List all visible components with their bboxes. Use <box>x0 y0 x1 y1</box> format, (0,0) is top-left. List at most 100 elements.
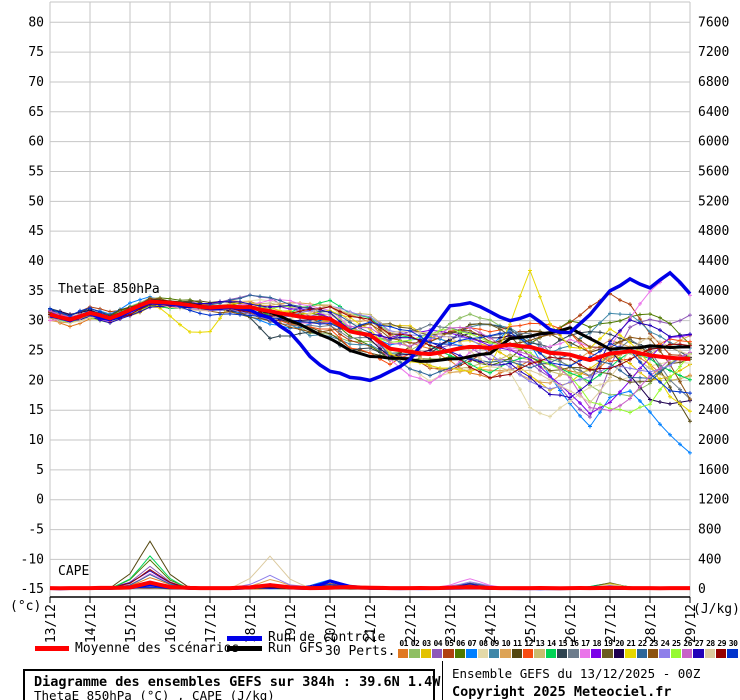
control-line-swatch <box>227 636 262 641</box>
pert-square-27 <box>693 649 704 658</box>
gfs-line-swatch <box>227 646 262 651</box>
chart-subtitle: ThetaE 850hPa (°C) , CAPE (J/kg) <box>34 688 275 700</box>
pert-square-02 <box>409 649 420 658</box>
y-left-tick-label: 75 <box>28 45 44 60</box>
x-tick-label: 13/12 <box>44 604 59 643</box>
gfs-legend-label: Run GFS <box>268 641 323 656</box>
pert-square-10 <box>500 649 511 658</box>
pert-number-20: 20 <box>615 639 624 648</box>
x-tick-label: 21/12 <box>364 604 379 643</box>
pert-square-08 <box>477 649 488 658</box>
pert-square-13 <box>534 649 545 658</box>
chart-title: Diagramme des ensembles GEFS sur 384h : … <box>34 674 441 690</box>
x-tick-label: 16/12 <box>164 604 179 643</box>
y-right-tick-label: 2000 <box>698 433 729 448</box>
x-tick-label: 29/12 <box>684 604 699 643</box>
x-tick-label: 15/12 <box>124 604 139 643</box>
y-right-tick-label: 7200 <box>698 45 729 60</box>
y-left-tick-label: 25 <box>28 344 44 359</box>
pert-number-06: 06 <box>456 639 465 648</box>
pert-square-25 <box>670 649 681 658</box>
run-info: Ensemble GEFS du 13/12/2025 - 00Z <box>452 666 701 681</box>
pert-number-17: 17 <box>581 639 590 648</box>
pert-number-26: 26 <box>683 639 692 648</box>
pert-number-28: 28 <box>706 639 715 648</box>
y-right-tick-label: 4800 <box>698 224 729 239</box>
y-left-tick-label: 20 <box>28 373 44 388</box>
y-left-tick-label: -10 <box>21 552 44 567</box>
pert-number-11: 11 <box>512 639 522 648</box>
pert-square-28 <box>704 649 716 658</box>
x-tick-label: 24/12 <box>484 604 499 643</box>
pert-square-14 <box>545 649 557 658</box>
x-tick-label: 25/12 <box>524 604 539 643</box>
pert-number-02: 02 <box>410 639 420 648</box>
pert-square-17 <box>579 649 591 658</box>
pert-square-24 <box>659 649 670 658</box>
pert-number-13: 13 <box>535 639 545 648</box>
y-left-tick-label: 65 <box>28 105 44 120</box>
pert-square-20 <box>613 649 625 658</box>
x-tick-label: 19/12 <box>284 604 299 643</box>
y-right-tick-label: 2800 <box>698 373 729 388</box>
mean-cape-line <box>49 580 690 591</box>
pert-number-19: 19 <box>603 639 613 648</box>
pert-square-03 <box>420 649 432 658</box>
y-left-tick-label: 55 <box>28 164 44 179</box>
pert-square-05 <box>443 649 454 658</box>
x-tick-label: 18/12 <box>244 604 259 643</box>
pert-square-07 <box>466 649 477 658</box>
pert-square-12 <box>522 649 534 658</box>
pert-square-16 <box>568 649 579 658</box>
perturbation-legend: 01 02 03 04 05 06 07 08 09 10 11 12 13 14 15 16 17 18 19 20… <box>398 639 739 658</box>
pert-number-01: 01 <box>399 639 408 648</box>
perturbation-color-squares <box>398 649 739 658</box>
pert-square-15 <box>557 649 568 658</box>
y-left-unit: (°c) <box>10 599 41 614</box>
pert-square-11 <box>511 649 522 658</box>
pert-number-29: 29 <box>717 639 727 648</box>
pert-square-18 <box>591 649 602 658</box>
pert-square-30 <box>727 649 738 658</box>
pert-number-27: 27 <box>694 639 704 648</box>
y-right-tick-label: 5600 <box>698 164 729 179</box>
pert-square-22 <box>636 649 647 658</box>
thetae-annotation: ThetaE 850hPa <box>58 282 160 297</box>
y-right-tick-label: 6800 <box>698 75 729 90</box>
y-right-tick-label: 7600 <box>698 15 729 30</box>
mean-thetae-line <box>49 299 691 363</box>
pert-square-04 <box>432 649 443 658</box>
y-right-tick-label: 4000 <box>698 284 729 299</box>
y-left-tick-label: 35 <box>28 284 44 299</box>
pert-number-07: 07 <box>467 639 477 648</box>
pert-number-25: 25 <box>671 639 681 648</box>
y-right-tick-label: 4400 <box>698 254 729 269</box>
footer-divider <box>442 661 443 700</box>
x-tick-label: 22/12 <box>404 604 419 643</box>
y-right-tick-label: 6000 <box>698 135 729 150</box>
pert-number-09: 09 <box>490 639 499 648</box>
x-tick-label: 17/12 <box>204 604 219 643</box>
pert-square-19 <box>602 649 613 658</box>
x-tick-label: 28/12 <box>644 604 659 643</box>
pert-square-09 <box>488 649 500 658</box>
x-tick-label: 23/12 <box>444 604 459 643</box>
perturbation-numbers: 01 02 03 04 05 06 07 08 09 10 11 12 13 14 15 16 17 18 19 20… <box>398 639 739 648</box>
control-legend-label: Run de contrôle <box>268 630 386 645</box>
y-left-tick-label: 80 <box>28 15 44 30</box>
y-right-unit: (J/kg) <box>693 602 740 617</box>
y-left-tick-label: 0 <box>36 493 44 508</box>
y-right-tick-label: 0 <box>698 582 706 597</box>
y-left-tick-label: 50 <box>28 194 44 209</box>
perts-legend-label: 30 Perts. <box>325 644 396 659</box>
x-tick-label: 26/12 <box>564 604 579 643</box>
pert-square-29 <box>716 649 727 658</box>
chart-title-box: Diagramme des ensembles GEFS sur 384h : … <box>23 669 440 700</box>
y-left-tick-label: 30 <box>28 314 44 329</box>
y-right-tick-label: 2400 <box>698 403 729 418</box>
y-left-tick-label: 5 <box>36 463 44 478</box>
y-right-tick-label: 1600 <box>698 463 729 478</box>
pert-number-04: 04 <box>433 639 443 648</box>
